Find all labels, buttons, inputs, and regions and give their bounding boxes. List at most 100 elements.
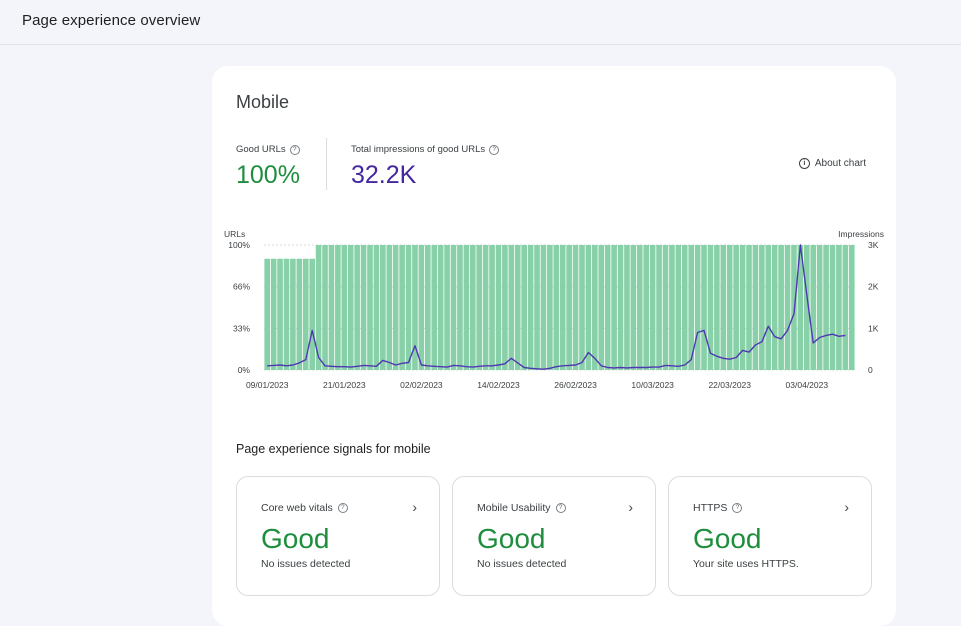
chart-bar <box>302 258 309 370</box>
chart-bar <box>797 245 804 370</box>
signal-card-core-web-vitals[interactable]: Core web vitals ? › Good No issues detec… <box>236 476 440 596</box>
chart-bar <box>412 245 418 370</box>
chart-bar <box>739 245 746 370</box>
chart-bar <box>373 245 380 370</box>
chart-bar <box>469 245 476 370</box>
chart-bar <box>482 245 489 370</box>
right-tick-label: 2K <box>868 282 879 292</box>
signal-description: No issues detected <box>477 558 567 570</box>
left-tick-label: 66% <box>233 282 250 292</box>
chart-bar <box>842 245 849 370</box>
right-tick-label: 0 <box>868 365 873 375</box>
impressions-label-text: Total impressions of good URLs <box>351 144 486 155</box>
chart-bar <box>264 258 271 370</box>
chart-bar <box>502 245 508 370</box>
chart-bar <box>553 245 560 370</box>
x-tick-label: 14/02/2023 <box>477 380 520 390</box>
chart-bar <box>752 245 759 370</box>
chart-bar <box>399 245 405 370</box>
chart-bar <box>630 245 637 370</box>
good-urls-label: Good URLs ? <box>236 144 300 155</box>
x-tick-label: 26/02/2023 <box>554 380 597 390</box>
chart-bar <box>701 245 707 370</box>
chart-bar <box>444 245 450 370</box>
chart-bar <box>681 245 688 370</box>
about-chart-link[interactable]: i About chart <box>798 158 866 169</box>
left-tick-label: 0% <box>238 365 251 375</box>
chart-bar <box>566 245 572 370</box>
left-tick-label: 33% <box>233 323 250 333</box>
chart-bar <box>733 245 739 370</box>
chart-bar <box>771 245 778 370</box>
chart-bar <box>810 245 817 370</box>
impressions-line <box>267 244 846 370</box>
chart-bar <box>784 245 791 370</box>
x-tick-label: 10/03/2023 <box>631 380 674 390</box>
chart-bar <box>636 245 643 370</box>
x-tick-label: 02/02/2023 <box>400 380 443 390</box>
chart-bar <box>521 245 527 370</box>
chart-bar <box>277 258 283 370</box>
chart-bar <box>714 245 720 370</box>
chart-bar <box>367 245 373 370</box>
chevron-right-icon: › <box>412 499 417 515</box>
chart-bar <box>527 245 534 370</box>
metric-divider <box>326 138 327 190</box>
right-tick-label: 3K <box>868 240 879 250</box>
chart-bar <box>598 245 605 370</box>
chart-bar <box>514 245 521 370</box>
chart-bar <box>836 245 842 370</box>
chart-bar <box>309 258 315 370</box>
chart-bar <box>463 245 470 370</box>
chart-bar <box>572 245 579 370</box>
chart-bar <box>405 245 412 370</box>
chart-bar <box>322 245 328 370</box>
chart-bar <box>778 245 784 370</box>
good-urls-label-text: Good URLs <box>236 144 286 155</box>
chart-bar <box>283 258 290 370</box>
signal-name-row: HTTPS ? <box>693 502 743 514</box>
chart-bar <box>720 245 727 370</box>
left-tick-label: 100% <box>228 240 250 250</box>
chart-bar <box>694 245 701 370</box>
help-icon[interactable]: ? <box>337 503 348 513</box>
chart-bar <box>296 258 303 370</box>
chart-bar <box>624 245 630 370</box>
chart-bar <box>328 245 335 370</box>
chart-bar <box>270 258 277 370</box>
x-tick-label: 09/01/2023 <box>246 380 289 390</box>
chart-bar <box>656 245 662 370</box>
impressions-value: 32.2K <box>351 161 417 189</box>
chevron-right-icon: › <box>844 499 849 515</box>
chart-bar <box>508 245 515 370</box>
chart-bar <box>707 245 714 370</box>
x-tick-label: 03/04/2023 <box>786 380 829 390</box>
help-icon[interactable]: ? <box>732 503 743 513</box>
impressions-label: Total impressions of good URLs ? <box>351 144 500 155</box>
chart-bar <box>823 245 829 370</box>
chart-bar <box>437 245 444 370</box>
chart-bar <box>816 245 823 370</box>
signal-name: Core web vitals <box>261 502 333 514</box>
help-icon[interactable]: ? <box>489 144 500 155</box>
chart-bar <box>579 245 585 370</box>
chart-bar <box>765 245 772 370</box>
signal-description: No issues detected <box>261 558 351 570</box>
chart-bar <box>617 245 624 370</box>
chart-bar <box>360 245 367 370</box>
x-tick-label: 21/01/2023 <box>323 380 366 390</box>
chart-bar <box>341 245 348 370</box>
chart-bar <box>688 245 695 370</box>
signal-name-row: Core web vitals ? <box>261 502 348 514</box>
help-icon[interactable]: ? <box>289 144 300 155</box>
about-chart-label: About chart <box>814 158 866 169</box>
signal-card-mobile-usability[interactable]: Mobile Usability ? › Good No issues dete… <box>452 476 656 596</box>
signals-title: Page experience signals for mobile <box>236 442 431 456</box>
signal-card-https[interactable]: HTTPS ? › Good Your site uses HTTPS. <box>668 476 872 596</box>
card-title: Mobile <box>236 92 290 112</box>
chart-bar <box>315 245 322 370</box>
chart-bar <box>450 245 457 370</box>
chart-bar <box>649 245 656 370</box>
chart-bar <box>290 258 296 370</box>
help-icon[interactable]: ? <box>555 503 566 513</box>
